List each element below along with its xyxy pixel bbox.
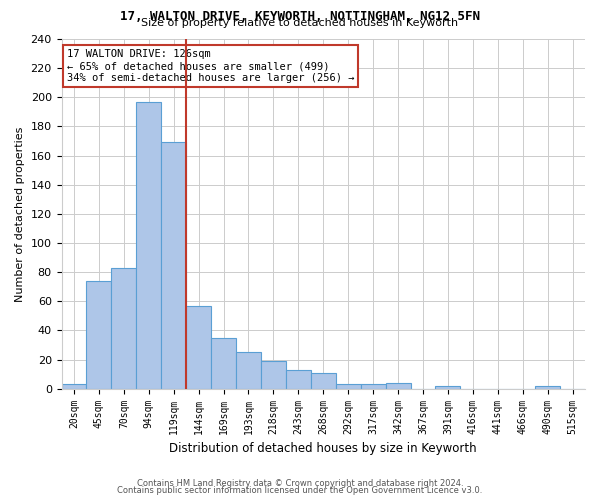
Bar: [361, 384, 386, 388]
Bar: [535, 386, 560, 388]
Bar: [112, 268, 136, 388]
Bar: [62, 384, 86, 388]
Text: Contains public sector information licensed under the Open Government Licence v3: Contains public sector information licen…: [118, 486, 482, 495]
Bar: [286, 370, 311, 388]
Bar: [236, 352, 261, 388]
Bar: [311, 372, 336, 388]
Bar: [436, 386, 460, 388]
Y-axis label: Number of detached properties: Number of detached properties: [15, 126, 25, 302]
Text: 17, WALTON DRIVE, KEYWORTH, NOTTINGHAM, NG12 5FN: 17, WALTON DRIVE, KEYWORTH, NOTTINGHAM, …: [120, 10, 480, 23]
Bar: [336, 384, 361, 388]
Bar: [186, 306, 211, 388]
Bar: [386, 383, 410, 388]
Bar: [161, 142, 186, 388]
Bar: [136, 102, 161, 389]
Text: Contains HM Land Registry data © Crown copyright and database right 2024.: Contains HM Land Registry data © Crown c…: [137, 478, 463, 488]
Bar: [261, 361, 286, 388]
X-axis label: Distribution of detached houses by size in Keyworth: Distribution of detached houses by size …: [169, 442, 477, 455]
Bar: [86, 281, 112, 388]
Text: Size of property relative to detached houses in Keyworth: Size of property relative to detached ho…: [142, 18, 458, 28]
Bar: [211, 338, 236, 388]
Text: 17 WALTON DRIVE: 126sqm
← 65% of detached houses are smaller (499)
34% of semi-d: 17 WALTON DRIVE: 126sqm ← 65% of detache…: [67, 50, 354, 82]
